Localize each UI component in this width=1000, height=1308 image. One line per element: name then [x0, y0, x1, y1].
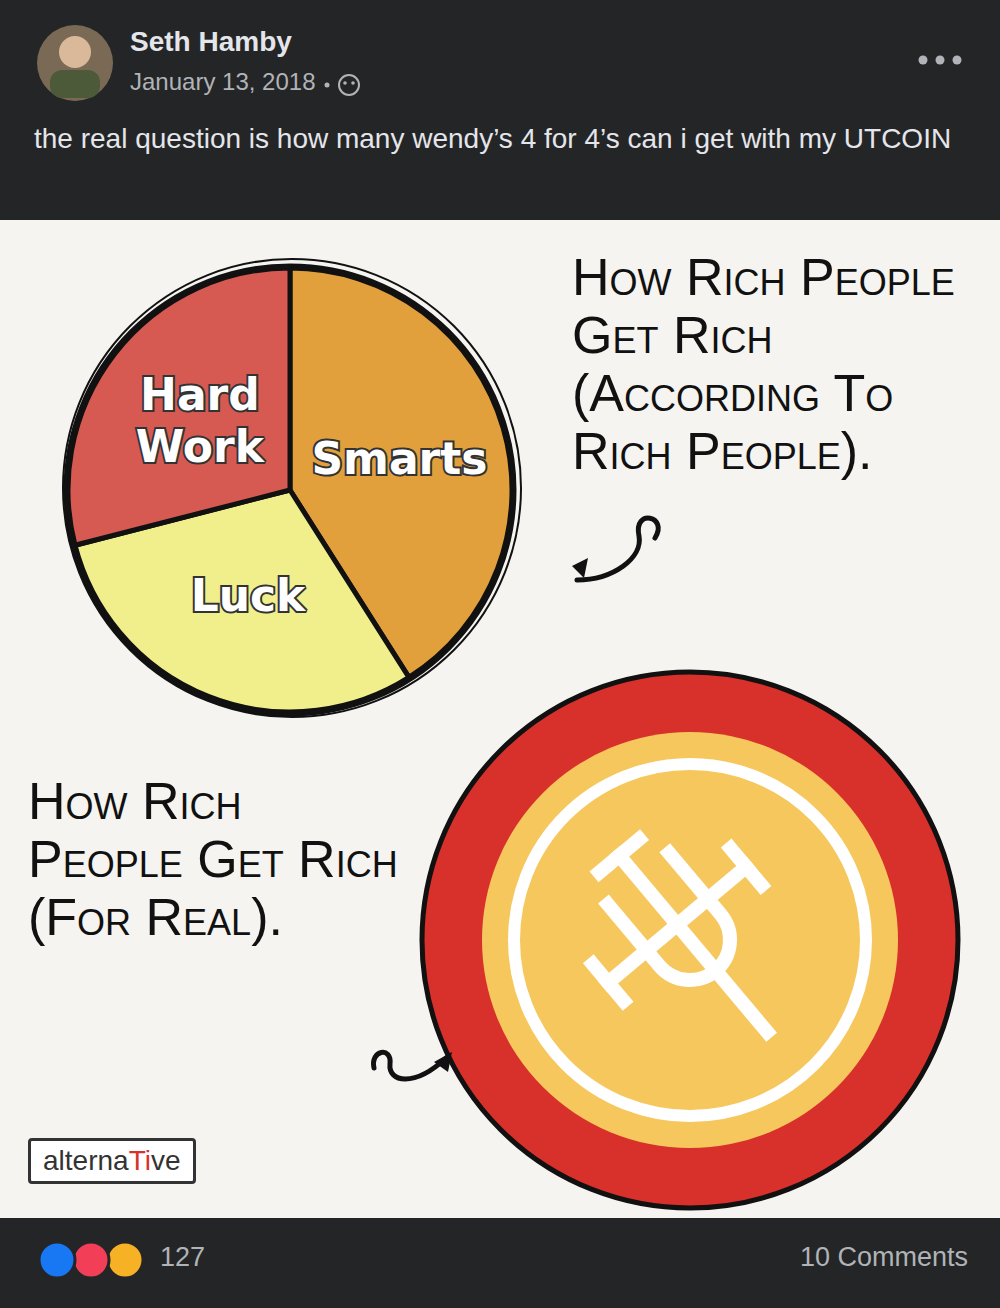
html-text:10 Comments: 10 Comments: [799, 1242, 968, 1272]
html-text:January 13, 2018: January 13, 2018: [130, 68, 316, 95]
html-text:alterna Ti ve: alterna Ti ve: [43, 1145, 181, 1176]
html-text:127: 127: [160, 1242, 206, 1272]
svg-text:Work: Work: [136, 421, 266, 472]
svg-text:Smarts: Smarts: [311, 433, 487, 484]
html-text:Seth Hamby: Seth Hamby: [130, 26, 292, 57]
html-text:How Rich People Get Rich (For: How Rich People Get Rich (For Real).: [28, 772, 398, 946]
svg-text:Luck: Luck: [191, 570, 307, 621]
svg-text:Hard: Hard: [140, 369, 260, 420]
html-text:the real question is how many: the real question is how many wendy’s 4 …: [34, 123, 952, 154]
html-text:How Rich People Get Rich (Acco: How Rich People Get Rich (According To R…: [572, 248, 955, 480]
